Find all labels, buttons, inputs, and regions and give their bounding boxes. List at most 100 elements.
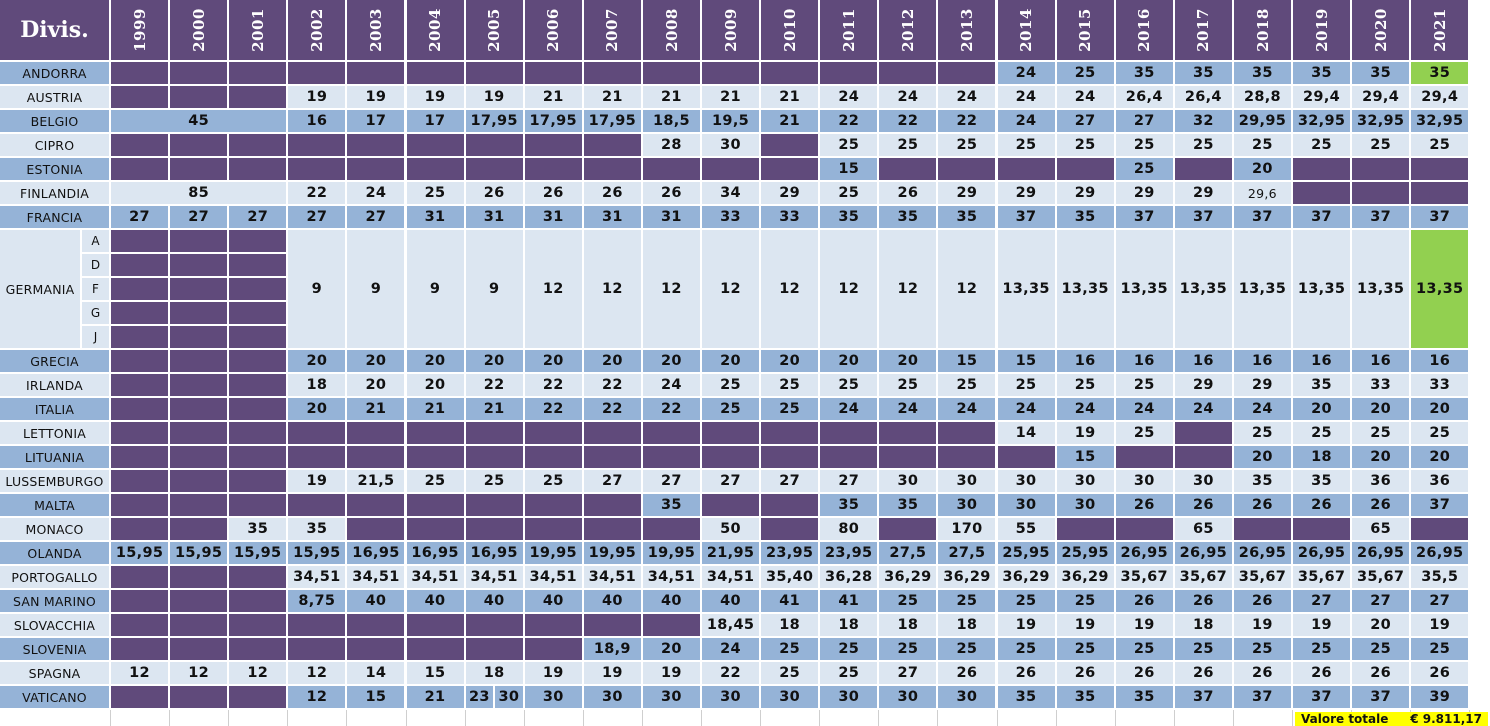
value-cell[interactable]: 21	[761, 86, 819, 108]
value-cell[interactable]: 20	[1352, 398, 1410, 420]
value-cell[interactable]: 26,95	[1411, 542, 1469, 564]
value-cell[interactable]: 30	[1056, 470, 1114, 492]
value-cell[interactable]: 35,40	[761, 566, 819, 588]
value-cell[interactable]: 26	[1293, 662, 1351, 684]
missing-coin-cell[interactable]	[111, 86, 169, 108]
value-cell[interactable]: 19	[583, 662, 641, 684]
value-cell[interactable]: 22	[288, 182, 346, 204]
value-cell[interactable]: 27	[347, 206, 405, 228]
value-cell[interactable]: 33	[702, 206, 760, 228]
missing-coin-cell[interactable]	[229, 134, 287, 156]
value-cell[interactable]: 25	[1115, 638, 1173, 660]
value-cell-split[interactable]: 23	[465, 686, 494, 708]
value-cell[interactable]: 8,75	[288, 590, 346, 612]
missing-coin-cell[interactable]	[111, 518, 169, 540]
value-cell[interactable]: 24	[1056, 398, 1114, 420]
mint-letter[interactable]: F	[82, 278, 109, 300]
value-cell[interactable]: 20	[1352, 446, 1410, 468]
value-cell[interactable]: 27	[111, 206, 169, 228]
value-cell[interactable]: 19,95	[642, 542, 700, 564]
missing-coin-cell[interactable]	[583, 62, 641, 84]
value-cell[interactable]: 25	[820, 182, 878, 204]
missing-coin-cell[interactable]	[1174, 446, 1232, 468]
missing-coin-cell[interactable]	[288, 158, 346, 180]
value-cell[interactable]: 27	[170, 206, 228, 228]
value-cell[interactable]: 25	[1056, 590, 1114, 612]
year-header[interactable]: 2001	[229, 0, 287, 60]
value-cell[interactable]: 26	[583, 182, 641, 204]
missing-coin-cell[interactable]	[702, 158, 760, 180]
year-header[interactable]: 2011	[820, 0, 878, 60]
value-cell[interactable]: 27	[288, 206, 346, 228]
value-cell[interactable]: 31	[583, 206, 641, 228]
value-cell[interactable]: 37	[1352, 686, 1410, 708]
value-cell[interactable]: 16	[1352, 350, 1410, 372]
missing-coin-cell[interactable]	[111, 614, 169, 636]
value-cell[interactable]: 34,51	[465, 566, 523, 588]
value-cell[interactable]: 25	[1233, 134, 1291, 156]
missing-coin-cell[interactable]	[1411, 182, 1469, 204]
missing-coin-cell[interactable]	[642, 614, 700, 636]
value-cell[interactable]: 12	[111, 662, 169, 684]
value-cell[interactable]: 32	[1174, 110, 1232, 132]
missing-coin-cell[interactable]	[229, 254, 287, 276]
value-cell[interactable]: 24	[879, 86, 937, 108]
value-cell[interactable]: 25	[938, 374, 996, 396]
value-cell[interactable]: 25	[1115, 158, 1173, 180]
missing-coin-cell[interactable]	[879, 62, 937, 84]
value-cell[interactable]: 15	[938, 350, 996, 372]
value-cell[interactable]: 35	[820, 494, 878, 516]
value-cell[interactable]: 26	[465, 182, 523, 204]
missing-coin-cell[interactable]	[465, 518, 523, 540]
highlighted-value-cell[interactable]: 35	[1411, 62, 1469, 84]
missing-coin-cell[interactable]	[820, 422, 878, 444]
value-cell[interactable]: 20	[879, 350, 937, 372]
value-cell[interactable]: 30	[820, 686, 878, 708]
value-cell[interactable]: 26	[524, 182, 582, 204]
value-cell[interactable]: 27	[1056, 110, 1114, 132]
missing-coin-cell[interactable]	[406, 158, 464, 180]
value-cell[interactable]: 32,95	[1293, 110, 1351, 132]
country-label[interactable]: SLOVACCHIA	[0, 614, 109, 636]
value-cell[interactable]: 35	[1293, 470, 1351, 492]
missing-coin-cell[interactable]	[938, 158, 996, 180]
value-cell[interactable]: 19	[465, 86, 523, 108]
title-cell[interactable]: Divis.	[0, 0, 109, 60]
missing-coin-cell[interactable]	[347, 446, 405, 468]
missing-coin-cell[interactable]	[347, 638, 405, 660]
missing-coin-cell[interactable]	[170, 230, 228, 252]
value-cell[interactable]: 35	[938, 206, 996, 228]
value-cell[interactable]: 22	[938, 110, 996, 132]
missing-coin-cell[interactable]	[524, 446, 582, 468]
value-cell[interactable]: 25	[820, 662, 878, 684]
missing-coin-cell[interactable]	[702, 62, 760, 84]
value-cell[interactable]: 35,67	[1293, 566, 1351, 588]
country-label[interactable]: MALTA	[0, 494, 109, 516]
missing-coin-cell[interactable]	[288, 134, 346, 156]
value-cell[interactable]: 25,95	[997, 542, 1055, 564]
value-cell[interactable]: 29	[1115, 182, 1173, 204]
missing-coin-cell[interactable]	[347, 62, 405, 84]
missing-coin-cell[interactable]	[702, 494, 760, 516]
value-cell[interactable]: 35	[879, 494, 937, 516]
missing-coin-cell[interactable]	[938, 422, 996, 444]
missing-coin-cell[interactable]	[229, 614, 287, 636]
value-cell[interactable]: 16	[1411, 350, 1469, 372]
missing-coin-cell[interactable]	[111, 254, 169, 276]
missing-coin-cell[interactable]	[229, 638, 287, 660]
value-cell[interactable]: 30	[997, 470, 1055, 492]
value-cell[interactable]: 50	[702, 518, 760, 540]
value-cell[interactable]: 35	[1056, 686, 1114, 708]
country-label[interactable]: PORTOGALLO	[0, 566, 109, 588]
year-header[interactable]: 2021	[1411, 0, 1469, 60]
value-cell[interactable]: 27	[229, 206, 287, 228]
missing-coin-cell[interactable]	[524, 134, 582, 156]
value-cell[interactable]: 34,51	[702, 566, 760, 588]
missing-coin-cell[interactable]	[170, 638, 228, 660]
value-cell[interactable]: 30	[879, 686, 937, 708]
missing-coin-cell[interactable]	[642, 62, 700, 84]
value-cell[interactable]: 23,95	[820, 542, 878, 564]
value-cell[interactable]: 24	[997, 398, 1055, 420]
missing-coin-cell[interactable]	[702, 422, 760, 444]
value-cell[interactable]: 20	[642, 350, 700, 372]
